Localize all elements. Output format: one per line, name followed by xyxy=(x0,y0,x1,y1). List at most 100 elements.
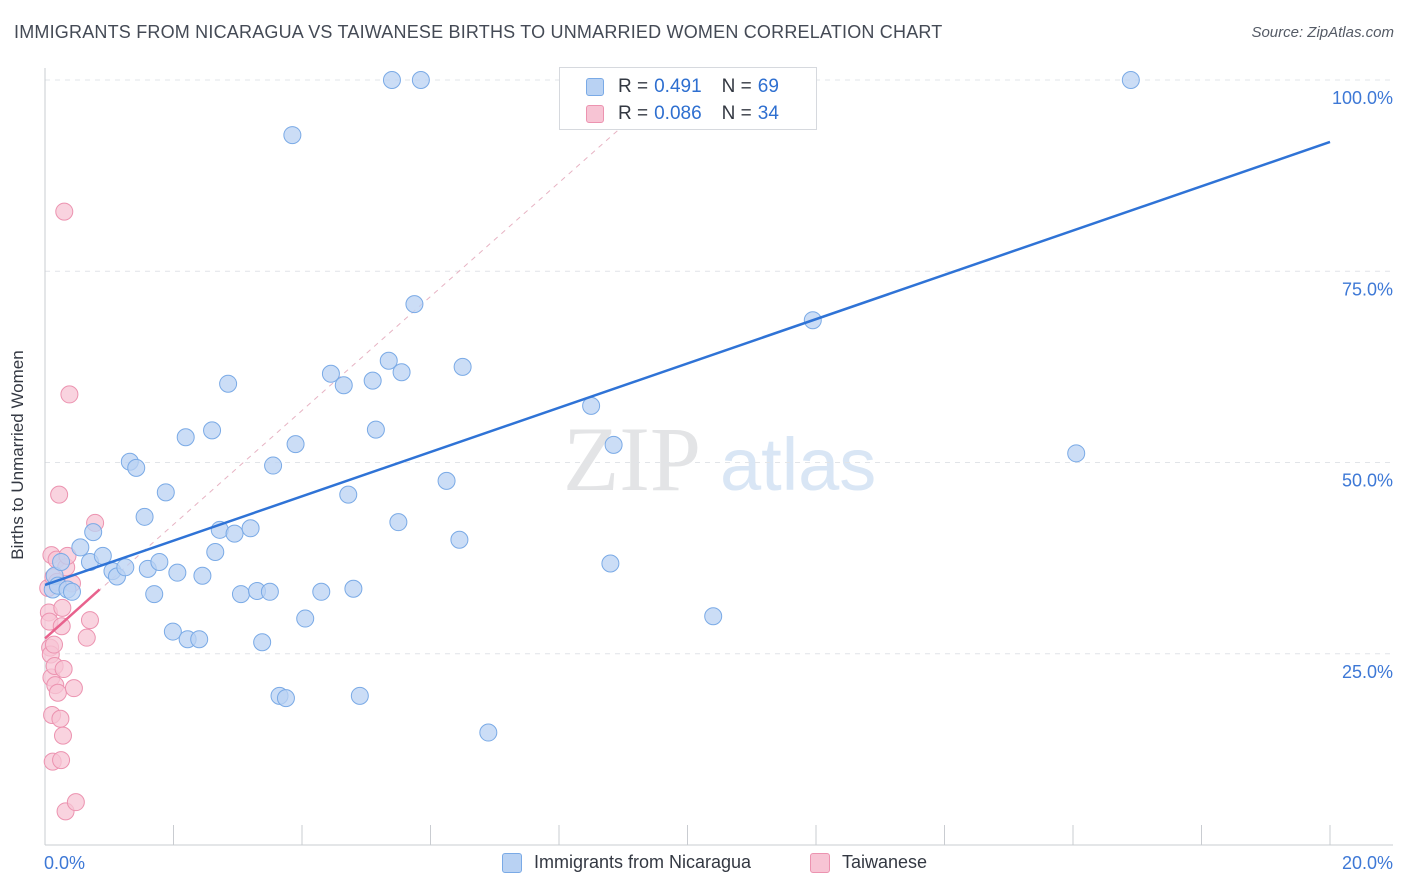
nicaragua-point xyxy=(193,566,212,585)
legend-n-value: 34 xyxy=(757,103,779,124)
legend-r-value: 0.491 xyxy=(654,76,702,97)
nicaragua-point xyxy=(241,519,260,538)
series-name: Taiwanese xyxy=(842,852,928,872)
nicaragua-point xyxy=(704,607,723,626)
legend-row-taiwanese: R = 0.086 N = 34 xyxy=(586,102,779,126)
trend-lines xyxy=(44,140,1331,640)
taiwanese-point xyxy=(66,793,85,812)
series-name: Immigrants from Nicaragua xyxy=(534,852,752,872)
y-tick-label: 25.0% xyxy=(1342,662,1393,682)
correlation-legend: R = 0.491 N = 69 R = 0.086 N = 34 xyxy=(559,67,817,130)
nicaragua-point xyxy=(389,513,408,532)
legend-swatch-blue xyxy=(586,78,604,96)
nicaragua-point xyxy=(296,609,315,628)
taiwanese-point xyxy=(44,635,63,654)
taiwanese-dashed-extension xyxy=(44,79,675,639)
tick-labels: 25.0% 50.0% 75.0% 100.0% 0.0% 20.0% xyxy=(44,88,1393,873)
nicaragua-point xyxy=(225,524,244,543)
y-tick-label: 50.0% xyxy=(1342,471,1393,491)
watermark-zip: ZIP xyxy=(563,408,701,510)
nicaragua-point xyxy=(382,71,401,89)
nicaragua-point xyxy=(283,126,302,145)
taiwanese-point xyxy=(51,709,70,728)
nicaragua-point xyxy=(339,485,358,504)
y-tick-label: 75.0% xyxy=(1342,279,1393,299)
taiwanese-point xyxy=(50,485,69,504)
legend-r-label: R = xyxy=(618,103,649,124)
series-legend-taiwanese[interactable]: Taiwanese xyxy=(810,852,927,873)
x-tick-label: 0.0% xyxy=(44,853,85,873)
nicaragua-point xyxy=(405,295,424,314)
nicaragua-point xyxy=(127,458,146,477)
taiwanese-point xyxy=(53,726,72,745)
x-tick-label: 20.0% xyxy=(1342,853,1393,873)
taiwanese-point xyxy=(80,611,99,630)
nicaragua-point xyxy=(71,538,90,557)
nicaragua-point xyxy=(366,420,385,439)
taiwanese-point xyxy=(52,751,71,770)
legend-r-value: 0.086 xyxy=(654,103,702,124)
nicaragua-point xyxy=(145,585,164,604)
nicaragua-point xyxy=(1121,71,1140,89)
legend-n-value: 69 xyxy=(757,76,779,97)
nicaragua-point xyxy=(62,582,81,601)
nicaragua-point xyxy=(350,686,369,705)
taiwanese-point xyxy=(54,660,73,679)
nicaragua-point xyxy=(601,554,620,573)
nicaragua-point xyxy=(344,579,363,598)
nicaragua-point xyxy=(203,421,222,440)
watermark-atlas: atlas xyxy=(720,423,876,506)
taiwanese-dashed-trend xyxy=(44,79,675,639)
nicaragua-point xyxy=(84,523,103,542)
y-tick-label: 100.0% xyxy=(1332,88,1393,108)
series-legend-nicaragua[interactable]: Immigrants from Nicaragua xyxy=(502,852,751,873)
nicaragua-point xyxy=(450,530,469,549)
nicaragua-point xyxy=(168,563,187,582)
nicaragua-point xyxy=(363,371,382,390)
axes xyxy=(44,68,1393,846)
nicaragua-trend-line xyxy=(44,140,1331,587)
series-legend: Immigrants from Nicaragua Taiwanese xyxy=(0,852,1406,878)
nicaragua-point xyxy=(206,543,225,562)
taiwanese-trend-line xyxy=(44,588,101,640)
taiwanese-point xyxy=(52,617,71,636)
taiwanese-point xyxy=(55,202,74,221)
taiwanese-points xyxy=(39,202,105,821)
chart-title: IMMIGRANTS FROM NICARAGUA VS TAIWANESE B… xyxy=(14,22,943,42)
nicaragua-point xyxy=(150,552,169,571)
watermark: ZIP atlas xyxy=(563,408,876,510)
nicaragua-point xyxy=(437,471,456,490)
nicaragua-point xyxy=(219,374,238,393)
taiwanese-point xyxy=(64,679,83,698)
gridlines xyxy=(45,79,1393,655)
nicaragua-point xyxy=(379,351,398,370)
nicaragua-points xyxy=(43,71,1140,742)
nicaragua-point xyxy=(479,723,498,742)
chart-source: Source: ZipAtlas.com xyxy=(1251,24,1394,41)
nicaragua-point xyxy=(276,689,295,708)
nicaragua-point xyxy=(260,582,279,601)
taiwanese-point xyxy=(60,385,79,404)
nicaragua-point xyxy=(253,633,272,652)
nicaragua-point xyxy=(604,435,623,454)
nicaragua-point xyxy=(116,558,135,577)
nicaragua-point xyxy=(190,630,209,649)
nicaragua-point xyxy=(286,435,305,454)
nicaragua-point xyxy=(392,363,411,382)
nicaragua-point xyxy=(453,357,472,376)
legend-r-label: R = xyxy=(618,76,649,97)
legend-n-label: N = xyxy=(721,103,752,124)
nicaragua-point xyxy=(411,71,430,89)
nicaragua-point xyxy=(231,585,250,604)
legend-row-nicaragua: R = 0.491 N = 69 xyxy=(586,75,779,99)
taiwanese-point xyxy=(53,598,72,617)
nicaragua-point xyxy=(334,376,353,395)
nicaragua-point xyxy=(156,483,175,502)
nicaragua-point xyxy=(1067,444,1086,463)
nicaragua-point xyxy=(163,622,182,641)
series-swatch-pink xyxy=(810,852,830,873)
legend-n-label: N = xyxy=(721,76,752,97)
nicaragua-point xyxy=(264,456,283,475)
taiwanese-point xyxy=(48,683,67,702)
legend-swatch-pink xyxy=(586,105,604,123)
